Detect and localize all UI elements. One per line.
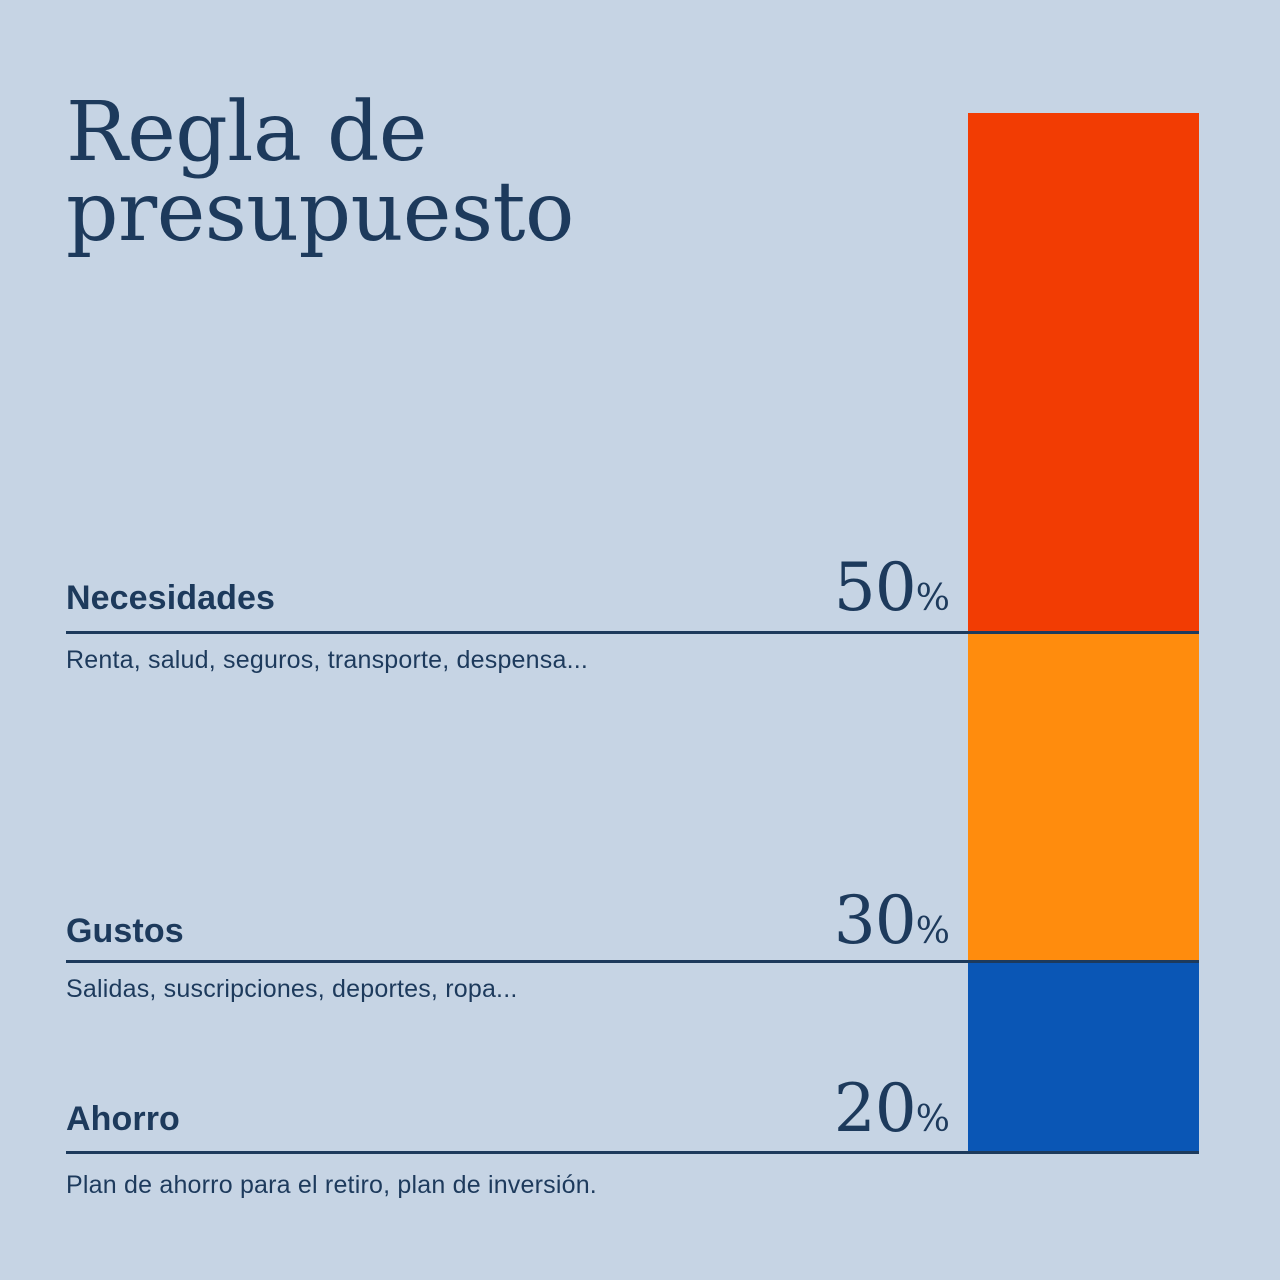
row-description-gustos: Salidas, suscripciones, deportes, ropa..…: [66, 975, 518, 1003]
row-description-ahorro: Plan de ahorro para el retiro, plan de i…: [66, 1171, 597, 1199]
row-divider: [66, 960, 1199, 963]
row-header: Ahorro 20%: [0, 1066, 1280, 1142]
row-label-gustos: Gustos: [66, 912, 184, 950]
stacked-bar-chart: [968, 113, 1199, 1152]
row-header: Gustos 30%: [0, 878, 1280, 954]
row-label-necesidades: Necesidades: [66, 579, 276, 617]
row-percent-number: 20: [833, 1070, 917, 1147]
percent-symbol: %: [915, 578, 950, 619]
percent-symbol: %: [915, 911, 950, 952]
row-description-necesidades: Renta, salud, seguros, transporte, despe…: [66, 646, 589, 674]
row-label-ahorro: Ahorro: [66, 1100, 180, 1138]
bar-segment-gustos: [968, 633, 1199, 962]
page-title: Regla de presupuesto: [66, 84, 574, 261]
row-percent-number: 30: [833, 882, 917, 959]
bar-segment-necesidades: [968, 113, 1199, 633]
percent-symbol: %: [915, 1099, 950, 1140]
row-value-gustos: 30%: [834, 888, 950, 954]
row-value-necesidades: 50%: [834, 555, 950, 621]
row-percent-number: 50: [833, 549, 917, 626]
bar-segment-ahorro: [968, 962, 1199, 1152]
row-divider: [66, 1151, 1199, 1154]
row-divider: [66, 631, 1199, 634]
row-header: Necesidades 50%: [0, 545, 1280, 621]
row-value-ahorro: 20%: [834, 1076, 950, 1142]
